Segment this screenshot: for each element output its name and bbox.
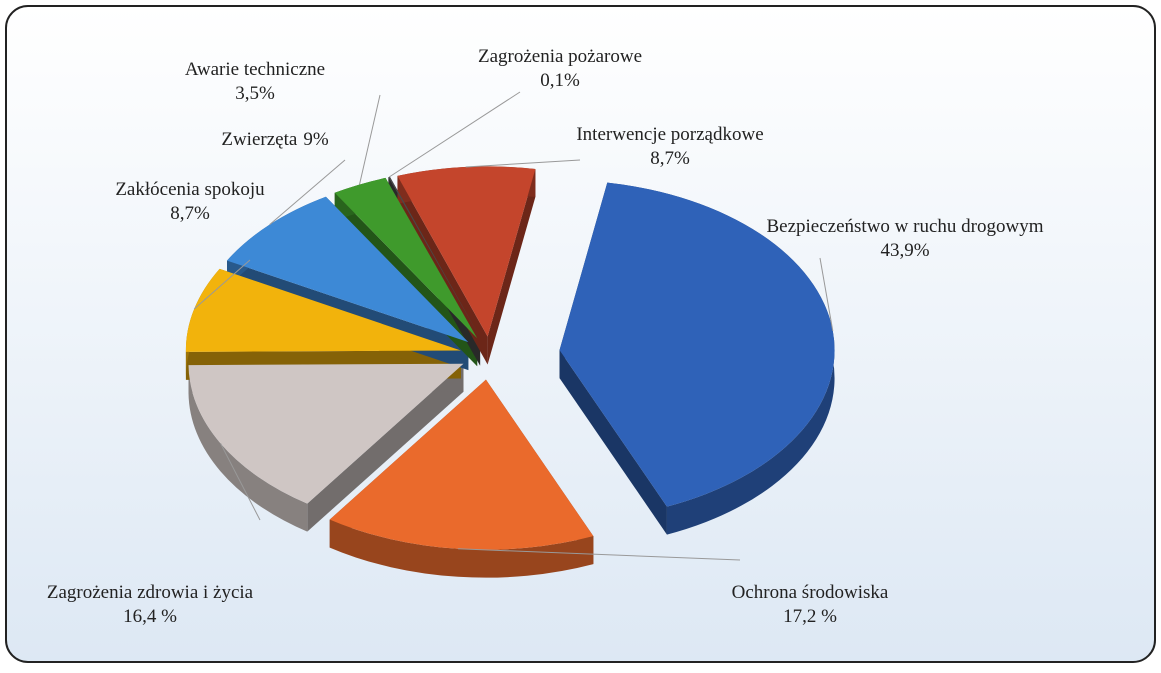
category-label: Zagrożenia pożarowe	[478, 46, 642, 67]
leader-line	[819, 257, 834, 331]
slice-label: Bezpieczeństwo w ruchu drogowym 43,9%	[766, 216, 1043, 261]
value-label: 16,4 %	[123, 606, 177, 627]
leader-line	[193, 259, 251, 310]
leader-line	[458, 548, 741, 561]
slice-side	[487, 169, 536, 365]
pie-slice	[188, 363, 464, 504]
pie-slice	[227, 196, 469, 343]
slice-side	[188, 365, 308, 532]
slice-side	[307, 363, 464, 532]
leader-line	[359, 94, 381, 185]
category-label: Zagrożenia zdrowia i życia	[47, 582, 254, 603]
slice-label: Zagrożenia zdrowia i życia 16,4 %	[47, 582, 254, 627]
value-label: 17,2 %	[783, 606, 837, 627]
value-label: 8,7%	[170, 203, 210, 224]
slice-label: Zwierzęta 9%	[221, 129, 328, 150]
leader-line	[388, 91, 521, 178]
slice-label: Awarie techniczne 3,5%	[185, 59, 325, 104]
slice-side	[329, 519, 594, 578]
pie-slice	[185, 268, 461, 352]
leader-line	[269, 159, 346, 225]
category-label: Interwencje porządkowe	[576, 124, 763, 145]
leader-line	[465, 159, 581, 168]
category-label: Zwierzęta	[221, 129, 298, 150]
value-label: 9%	[303, 129, 329, 150]
slice-label: Interwencje porządkowe 8,7%	[576, 124, 763, 169]
pie-slice	[388, 176, 481, 338]
value-label: 43,9%	[880, 240, 929, 261]
category-label: Zakłócenia spokoju	[115, 179, 265, 200]
slice-label: Zagrożenia pożarowe 0,1%	[478, 46, 642, 91]
category-label: Bezpieczeństwo w ruchu drogowym	[766, 216, 1043, 237]
value-label: 3,5%	[235, 83, 275, 104]
category-label: Ochrona środowiska	[732, 582, 889, 603]
value-label: 8,7%	[650, 148, 690, 169]
value-label: 0,1%	[540, 70, 580, 91]
category-label: Awarie techniczne	[185, 59, 325, 80]
slice-side	[559, 350, 667, 535]
pie-slice	[334, 177, 478, 339]
leader-line	[220, 443, 261, 521]
slice-label: Ochrona środowiska 17,2 %	[732, 582, 889, 627]
slice-label: Zakłócenia spokoju 8,7%	[115, 179, 265, 224]
pie-slice	[329, 379, 594, 550]
pie-slice	[559, 182, 835, 507]
pie-slice	[397, 166, 536, 337]
